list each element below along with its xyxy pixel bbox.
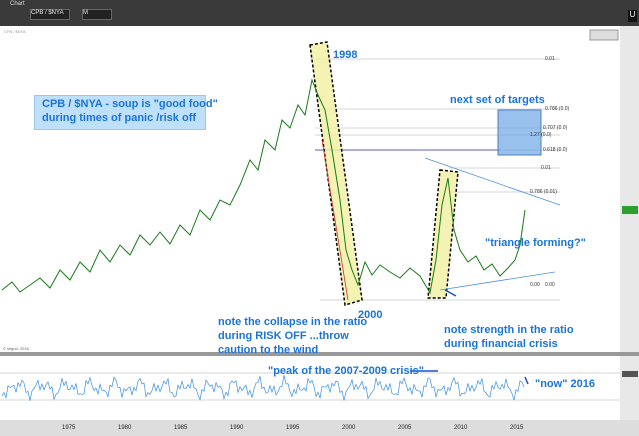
annotation: "now" 2016 xyxy=(535,378,595,390)
fib-label: 0.01 xyxy=(545,56,555,62)
annotation: during financial crisis xyxy=(444,338,558,350)
annotation: note strength in the ratio xyxy=(444,324,574,336)
toolbar-label: CPB / $NYA xyxy=(4,29,26,34)
annotation: during times of panic /risk off xyxy=(42,112,197,124)
fib-label: 0.01 xyxy=(541,165,551,171)
copyright: © stlgrid, 2016 xyxy=(3,346,29,351)
annotation: during RISK OFF ...throw xyxy=(218,330,349,342)
x-label: 1975 xyxy=(62,425,76,431)
x-label: 2005 xyxy=(398,425,412,431)
x-label: 1985 xyxy=(174,425,188,431)
app-label: Chart xyxy=(10,1,25,7)
x-label: 2015 xyxy=(510,425,524,431)
symbol-input[interactable]: CPB / $NYA xyxy=(30,9,70,20)
annotation-box xyxy=(34,95,206,130)
annotation: caution to the wind xyxy=(218,344,319,356)
u-button[interactable]: U xyxy=(628,10,637,22)
annotation: note the collapse in the ratio xyxy=(218,316,368,328)
annotation: "triangle forming?" xyxy=(485,237,586,249)
x-label: 2000 xyxy=(342,425,356,431)
annotation: next set of targets xyxy=(450,94,545,106)
fib-label: 0.00 xyxy=(545,282,555,288)
fib-label: 0.707 (0.0) xyxy=(543,125,568,131)
x-label: 2010 xyxy=(454,425,468,431)
annotation: CPB / $NYA - soup is "good food" xyxy=(42,98,218,110)
fib-label: 0.618 (0.0) xyxy=(543,147,568,153)
annotation: 2000 xyxy=(358,309,383,321)
x-label: 1980 xyxy=(118,425,132,431)
period-select[interactable]: M xyxy=(82,9,112,20)
fib-label: 0.786 (0.0) xyxy=(545,106,570,112)
x-label: 1995 xyxy=(286,425,300,431)
fib-label: 1.27 (0.0) xyxy=(530,132,552,138)
annotation: 1998 xyxy=(333,49,358,61)
x-label: 1990 xyxy=(230,425,244,431)
fib-label: 0.00 xyxy=(530,282,540,288)
annotation: "peak of the 2007-2009 crisis" xyxy=(268,365,424,377)
fib-label: 0.786 (0.01) xyxy=(530,189,557,195)
